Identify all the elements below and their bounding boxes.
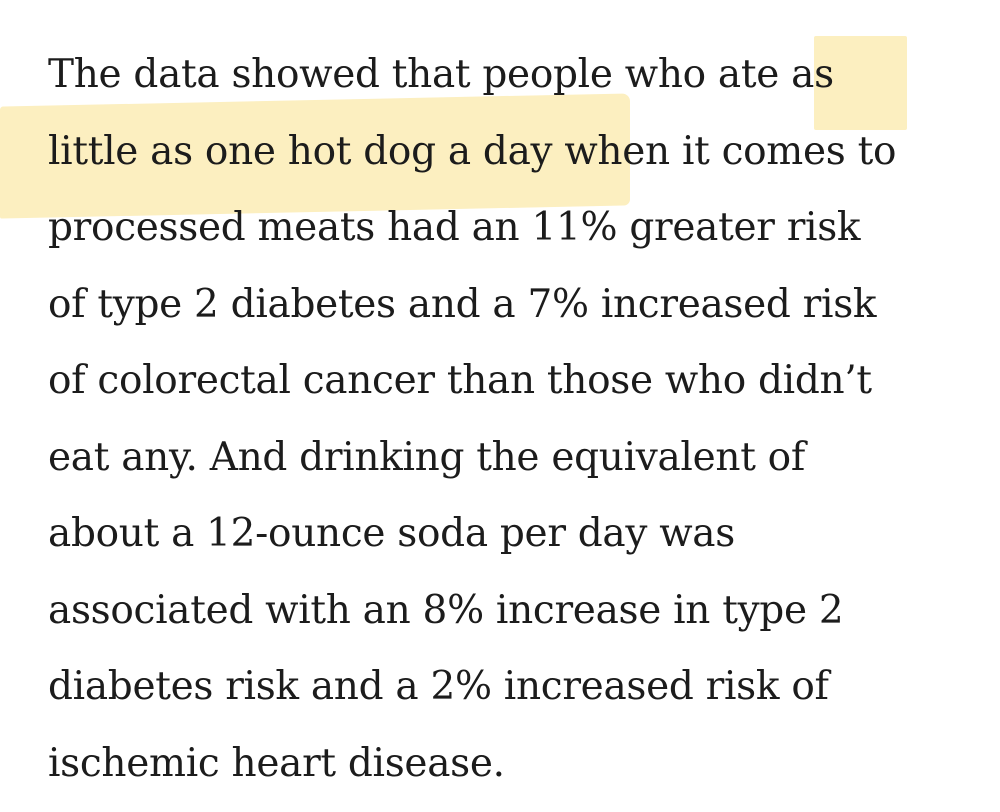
article-paragraph: The data showed that people who ate as l… <box>48 37 998 802</box>
paragraph-line: little as one hot dog a day when it come… <box>48 128 897 174</box>
paragraph-line: The data showed that people who ate as <box>48 52 834 97</box>
paragraph-line: associated with an 8% increase in type 2 <box>48 587 844 633</box>
paragraph-line: eat any. And drinking the equivalent of <box>48 434 805 480</box>
paragraph-line: processed meats had an 11% greater risk <box>48 205 861 250</box>
text-highlight-as <box>814 36 907 130</box>
paragraph-line: diabetes risk and a 2% increased risk of <box>48 664 829 709</box>
paragraph-line: ischemic heart disease. <box>48 740 505 786</box>
paragraph-line: of type 2 diabetes and a 7% increased ri… <box>48 281 877 327</box>
paragraph-line: of colorectal cancer than those who didn… <box>48 358 872 403</box>
paragraph-line: about a 12-ounce soda per day was <box>48 511 735 556</box>
